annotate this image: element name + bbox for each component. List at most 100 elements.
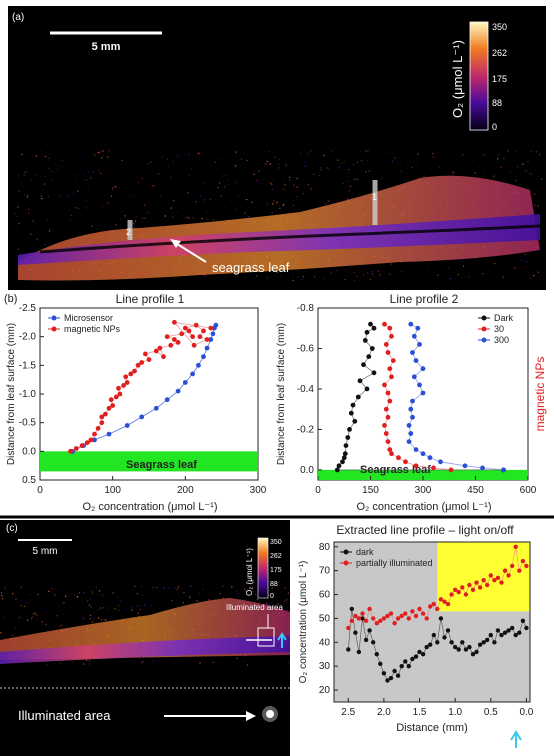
speckle-dot [266, 602, 268, 604]
speckle-dot [110, 195, 113, 197]
speckle-dot [515, 179, 517, 182]
speckle-dot [48, 605, 50, 607]
speckle-dot [152, 185, 154, 187]
speckle-dot [292, 272, 294, 274]
data-point [453, 587, 458, 592]
speckle-dot [256, 599, 259, 601]
data-point [411, 333, 417, 339]
speckle-dot [227, 174, 229, 176]
speckle-dot [323, 154, 325, 156]
speckle-dot [276, 271, 279, 273]
speckle-dot [136, 216, 138, 218]
speckle-dot [138, 615, 140, 617]
data-point [502, 630, 508, 635]
speckle-dot [198, 593, 200, 595]
data-point [438, 597, 444, 602]
speckle-dot [474, 172, 476, 174]
data-point [488, 632, 493, 638]
data-point [172, 319, 177, 325]
speckle-dot [102, 150, 104, 152]
speckle-dot [177, 211, 179, 213]
speckle-dot [17, 227, 19, 230]
speckle-dot [45, 611, 47, 613]
speckle-dot [284, 600, 286, 602]
speckle-dot [59, 625, 61, 627]
data-point [117, 391, 123, 397]
panel-a-cbar-tick-4: 0 [492, 122, 497, 132]
data-point [191, 342, 197, 348]
speckle-dot [270, 182, 272, 184]
speckle-dot [17, 175, 19, 177]
speckle-dot [90, 606, 92, 608]
data-point [417, 606, 422, 612]
speckle-dot [164, 166, 166, 168]
speckle-dot [286, 599, 288, 601]
speckle-dot [45, 623, 47, 626]
chart3-legend-1: partially illuminated [356, 558, 433, 568]
speckle-dot [103, 154, 105, 157]
speckle-dot [27, 194, 29, 196]
data-point [366, 354, 372, 359]
speckle-dot [157, 173, 160, 175]
speckle-dot [328, 168, 330, 170]
x-tick-label: 0.5 [484, 707, 498, 718]
speckle-dot [85, 199, 87, 201]
x-tick-label: 0 [315, 485, 321, 496]
data-point [374, 621, 379, 626]
data-point [334, 467, 340, 473]
speckle-dot [267, 594, 269, 597]
data-point [208, 337, 214, 342]
data-point [413, 654, 419, 659]
speckle-dot [140, 605, 143, 607]
speckle-dot [91, 590, 93, 592]
speckle-dot [65, 594, 67, 596]
data-point [363, 618, 369, 623]
x-tick-label: 2.5 [341, 707, 355, 718]
speckle-dot [236, 657, 238, 659]
bottom-arrow-head [246, 711, 256, 721]
speckle-dot [361, 170, 364, 172]
data-point [360, 611, 365, 616]
data-point [347, 427, 352, 432]
data-point [356, 649, 362, 655]
speckle-dot [24, 190, 26, 192]
speckle-dot [89, 598, 92, 600]
speckle-dot [41, 621, 43, 623]
speckle-dot [101, 157, 103, 159]
speckle-dot [166, 158, 169, 160]
speckle-dot [359, 151, 361, 153]
data-point [517, 568, 522, 573]
speckle-dot [246, 199, 248, 201]
data-point [175, 388, 181, 394]
speckle-dot [59, 662, 62, 664]
y-tick-label: 70 [319, 566, 331, 577]
speckle-dot [198, 152, 200, 155]
speckle-dot [527, 160, 529, 162]
speckle-dot [4, 586, 6, 588]
illuminated-area-box [257, 627, 275, 647]
data-point [467, 582, 472, 588]
speckle-dot [284, 587, 286, 589]
data-point [387, 325, 393, 331]
chart3-ylabel: O₂ concentration (μmol L⁻¹) [298, 561, 309, 684]
data-point [361, 362, 366, 368]
data-point [369, 346, 375, 351]
panel-c-scalebar-label: 5 mm [33, 546, 58, 557]
speckle-dot [269, 602, 272, 604]
data-point [164, 334, 170, 340]
speckle-dot [401, 271, 403, 273]
speckle-dot [286, 609, 288, 612]
speckle-dot [277, 603, 279, 605]
speckle-dot [297, 186, 299, 188]
speckle-dot [140, 208, 142, 211]
speckle-dot [28, 212, 30, 214]
speckle-dot [224, 185, 226, 187]
speckle-dot [468, 276, 470, 278]
speckle-dot [141, 178, 144, 180]
speckle-dot [306, 166, 308, 168]
x-tick-label: 1.0 [448, 707, 462, 718]
speckle-dot [51, 178, 53, 180]
speckle-dot [451, 278, 453, 280]
speckle-dot [85, 207, 87, 209]
speckle-dot [423, 175, 425, 177]
